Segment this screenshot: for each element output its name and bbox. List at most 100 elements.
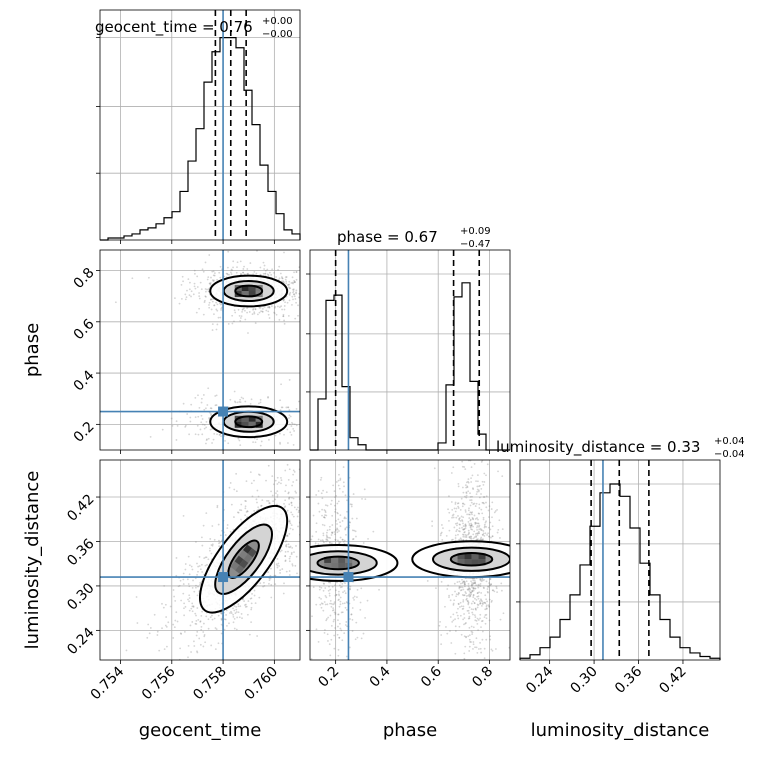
sample-point <box>191 610 194 613</box>
sample-point <box>458 519 461 521</box>
axes-frame <box>309 249 511 451</box>
sample-point <box>343 602 346 605</box>
sample-point <box>463 585 466 588</box>
sample-point <box>489 456 491 458</box>
sample-point <box>236 266 238 269</box>
panel-title-sup: +0.00 <box>262 16 293 27</box>
sample-point <box>337 518 340 521</box>
sample-point <box>274 574 277 577</box>
sample-point <box>465 636 467 639</box>
sample-point <box>452 513 455 516</box>
sample-point <box>469 504 472 507</box>
sample-point <box>227 323 230 325</box>
sample-point <box>259 444 262 447</box>
sample-point <box>293 506 296 509</box>
sample-point <box>214 627 217 629</box>
sample-point <box>182 592 185 595</box>
sample-point <box>325 289 327 291</box>
sample-point <box>331 532 334 535</box>
sample-point <box>463 528 466 530</box>
sample-point <box>476 617 479 620</box>
sample-point <box>259 273 262 276</box>
sample-point <box>278 306 281 309</box>
sample-point <box>338 594 341 597</box>
sample-point <box>465 486 468 489</box>
sample-point <box>476 651 479 654</box>
sample-point <box>232 528 235 531</box>
sample-point <box>246 510 249 512</box>
sample-point <box>176 424 179 427</box>
sample-point <box>270 273 273 276</box>
sample-point <box>472 582 475 585</box>
sample-point <box>329 581 332 584</box>
sample-point <box>287 492 290 495</box>
sample-point <box>278 318 281 321</box>
sample-point <box>303 591 305 593</box>
sample-point <box>464 457 466 459</box>
sample-point <box>263 585 266 587</box>
sample-point <box>188 288 191 291</box>
sample-point <box>470 501 473 504</box>
sample-point <box>341 538 344 541</box>
sample-point <box>482 518 485 521</box>
sample-point <box>328 585 330 588</box>
sample-point <box>457 482 460 485</box>
sample-point <box>209 549 211 552</box>
sample-point <box>360 637 363 640</box>
sample-point <box>461 582 464 585</box>
x-tick-label: 0.6 <box>418 663 445 690</box>
sample-point <box>485 474 487 477</box>
sample-point <box>319 322 321 324</box>
sample-point <box>279 569 282 572</box>
sample-point <box>435 587 437 590</box>
sample-point <box>312 302 314 304</box>
sample-point <box>467 602 470 605</box>
density-cell <box>457 553 465 560</box>
sample-point <box>470 625 473 628</box>
sample-point <box>282 315 285 318</box>
sample-point <box>237 611 240 614</box>
sample-point <box>486 463 489 466</box>
sample-point <box>472 641 475 643</box>
sample-point <box>220 540 223 543</box>
sample-point <box>284 278 287 281</box>
sample-point <box>478 528 481 531</box>
sample-point <box>456 444 458 446</box>
sample-point <box>204 556 207 559</box>
x-tick-label: 0.2 <box>315 664 342 691</box>
sample-point <box>201 571 204 573</box>
sample-point <box>349 503 352 506</box>
sample-point <box>312 436 314 438</box>
sample-point <box>197 565 200 568</box>
sample-point <box>461 465 464 468</box>
sample-point <box>481 480 484 483</box>
sample-point <box>476 522 479 525</box>
sample-point <box>168 686 170 688</box>
density-cell <box>241 415 249 422</box>
sample-point <box>317 490 320 492</box>
sample-point <box>470 481 473 483</box>
sample-point <box>302 579 304 581</box>
sample-point <box>286 301 289 304</box>
sample-point <box>210 644 213 647</box>
sample-point <box>199 581 202 584</box>
sample-point <box>284 559 287 562</box>
density-cell <box>230 561 240 571</box>
sample-point <box>330 534 333 536</box>
sample-point <box>220 612 223 615</box>
sample-point <box>340 611 343 614</box>
sample-point <box>290 551 293 554</box>
sample-point <box>194 416 197 419</box>
sample-point <box>268 317 271 319</box>
sample-point <box>469 524 472 527</box>
sample-point <box>331 699 333 701</box>
sample-point <box>330 605 333 608</box>
sample-point <box>203 557 206 559</box>
sample-point <box>287 406 290 409</box>
sample-point <box>279 572 282 574</box>
sample-point <box>211 544 214 547</box>
sample-point <box>207 558 210 561</box>
sample-point <box>466 600 469 602</box>
sample-point <box>471 513 473 516</box>
sample-point <box>197 394 199 397</box>
